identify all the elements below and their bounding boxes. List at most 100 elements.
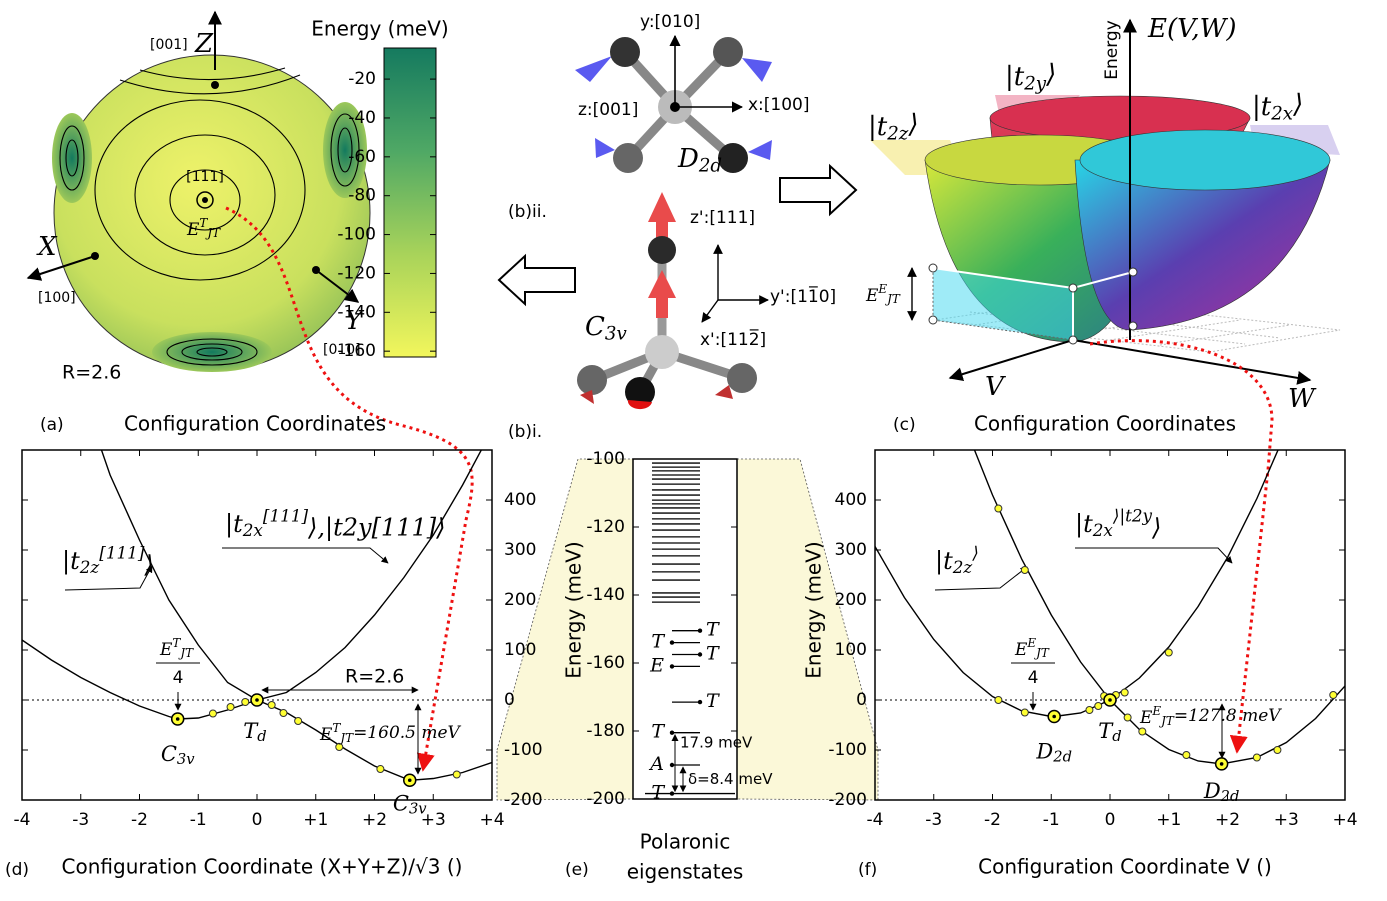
level-label: T bbox=[706, 619, 720, 641]
marker-dot bbox=[175, 717, 180, 721]
shape bbox=[59, 125, 85, 191]
text-part: D bbox=[677, 144, 699, 174]
y-axis-label: Energy (meV) bbox=[562, 541, 586, 678]
axis-label: z:[001] bbox=[578, 100, 638, 120]
shape bbox=[1089, 339, 1274, 754]
point bbox=[1182, 751, 1191, 759]
panel-label: (d) bbox=[5, 860, 29, 880]
shape bbox=[497, 253, 576, 307]
shape bbox=[225, 206, 474, 772]
text-part: 3v bbox=[177, 751, 195, 768]
shape bbox=[742, 58, 772, 82]
level-label: T bbox=[651, 631, 665, 653]
shape bbox=[202, 197, 208, 203]
text-part: JT bbox=[205, 226, 221, 240]
shape bbox=[1128, 267, 1138, 277]
shape bbox=[580, 390, 594, 404]
text-part: D bbox=[1203, 778, 1221, 802]
colorbar bbox=[383, 47, 437, 358]
shape bbox=[166, 338, 258, 366]
fraction-num: EEJT bbox=[1014, 636, 1050, 660]
y-tick-label: -120 bbox=[586, 517, 625, 537]
shape bbox=[134, 134, 276, 256]
text-part: d bbox=[1112, 728, 1121, 745]
point-label: ETJT bbox=[186, 216, 221, 240]
plot-frame bbox=[21, 449, 493, 801]
shape bbox=[595, 138, 615, 158]
text-part: JT bbox=[885, 292, 901, 306]
text-part: ⟩,|t2y[111]⟩ bbox=[307, 513, 445, 542]
x-tick-label: +2 bbox=[1215, 810, 1240, 830]
shape bbox=[94, 99, 306, 281]
text-part: JT bbox=[178, 646, 194, 660]
level-dot bbox=[669, 791, 675, 796]
curve bbox=[875, 450, 1279, 718]
shape bbox=[152, 332, 272, 372]
y-tick-label: 100 bbox=[835, 640, 867, 660]
shape bbox=[1068, 335, 1078, 345]
shape bbox=[315, 269, 360, 303]
y-tick-label: -100 bbox=[586, 449, 625, 469]
shape bbox=[613, 143, 643, 173]
panel-label: (a) bbox=[40, 415, 64, 435]
chart-title: Configuration Coordinates bbox=[124, 412, 386, 436]
v-axis: V bbox=[985, 372, 1006, 402]
point bbox=[294, 717, 303, 725]
text-part: 2d bbox=[1052, 749, 1072, 766]
text-part: 2z bbox=[79, 556, 100, 576]
text-part: |t bbox=[1075, 510, 1093, 539]
energy-label: Energy bbox=[1102, 20, 1122, 80]
panel-b: y:[010] x:[100] z:[001] D2d (b)ii. z':[1… bbox=[497, 12, 858, 442]
point bbox=[994, 504, 1003, 513]
point bbox=[226, 703, 235, 711]
text-part: 3v bbox=[409, 800, 427, 817]
text-part: E bbox=[319, 725, 333, 745]
x-tick-label: -2 bbox=[131, 810, 148, 830]
shape bbox=[713, 37, 743, 67]
point bbox=[1164, 648, 1173, 657]
z-dir: [001] bbox=[150, 37, 188, 53]
panel-label: (e) bbox=[565, 860, 589, 880]
shape bbox=[330, 113, 360, 187]
text-part: ⟩ bbox=[1151, 513, 1161, 541]
text-part: |t bbox=[62, 547, 80, 576]
x-dir: [100] bbox=[38, 290, 76, 306]
level-label: T bbox=[706, 643, 720, 665]
shape bbox=[727, 363, 757, 393]
text-part: ⟩ bbox=[143, 550, 153, 578]
point bbox=[1020, 708, 1029, 717]
marker-dot bbox=[407, 778, 412, 783]
shape bbox=[779, 163, 858, 217]
x-tick-label: -4 bbox=[867, 810, 884, 830]
colorbar-tick-label: -20 bbox=[348, 69, 376, 89]
x-tick-label: +2 bbox=[362, 810, 387, 830]
shape bbox=[1072, 339, 1312, 385]
text-part: |t bbox=[1005, 62, 1025, 92]
marker-label: Td bbox=[243, 719, 266, 746]
level-dot bbox=[669, 762, 675, 768]
text-part: E bbox=[877, 282, 887, 296]
state-label: |t2y⟩ bbox=[1005, 59, 1056, 94]
state-label: |t2z⟩ bbox=[868, 109, 919, 144]
y-tick-label: -160 bbox=[586, 653, 625, 673]
level-dot bbox=[697, 652, 703, 657]
point bbox=[1094, 702, 1103, 710]
marker-label: D2d bbox=[1203, 778, 1240, 805]
text-part: E bbox=[159, 640, 173, 660]
shape bbox=[577, 365, 607, 395]
text-part: |t bbox=[935, 547, 953, 576]
text-part: E bbox=[186, 220, 200, 240]
y-tick-label: 200 bbox=[504, 590, 536, 610]
shape bbox=[715, 385, 733, 399]
point bbox=[241, 698, 250, 706]
shape bbox=[59, 67, 360, 366]
shape bbox=[701, 299, 719, 323]
shape bbox=[627, 400, 652, 410]
x-tick-label: +1 bbox=[303, 810, 328, 830]
colorbar-tick-label: -80 bbox=[348, 186, 376, 206]
marker-dot bbox=[255, 698, 259, 702]
text-part: 2z bbox=[952, 556, 973, 576]
energy-label: ETJT=160.5 meV bbox=[319, 721, 462, 745]
curve bbox=[100, 450, 483, 701]
colorbar-tick-label: -140 bbox=[337, 302, 376, 322]
